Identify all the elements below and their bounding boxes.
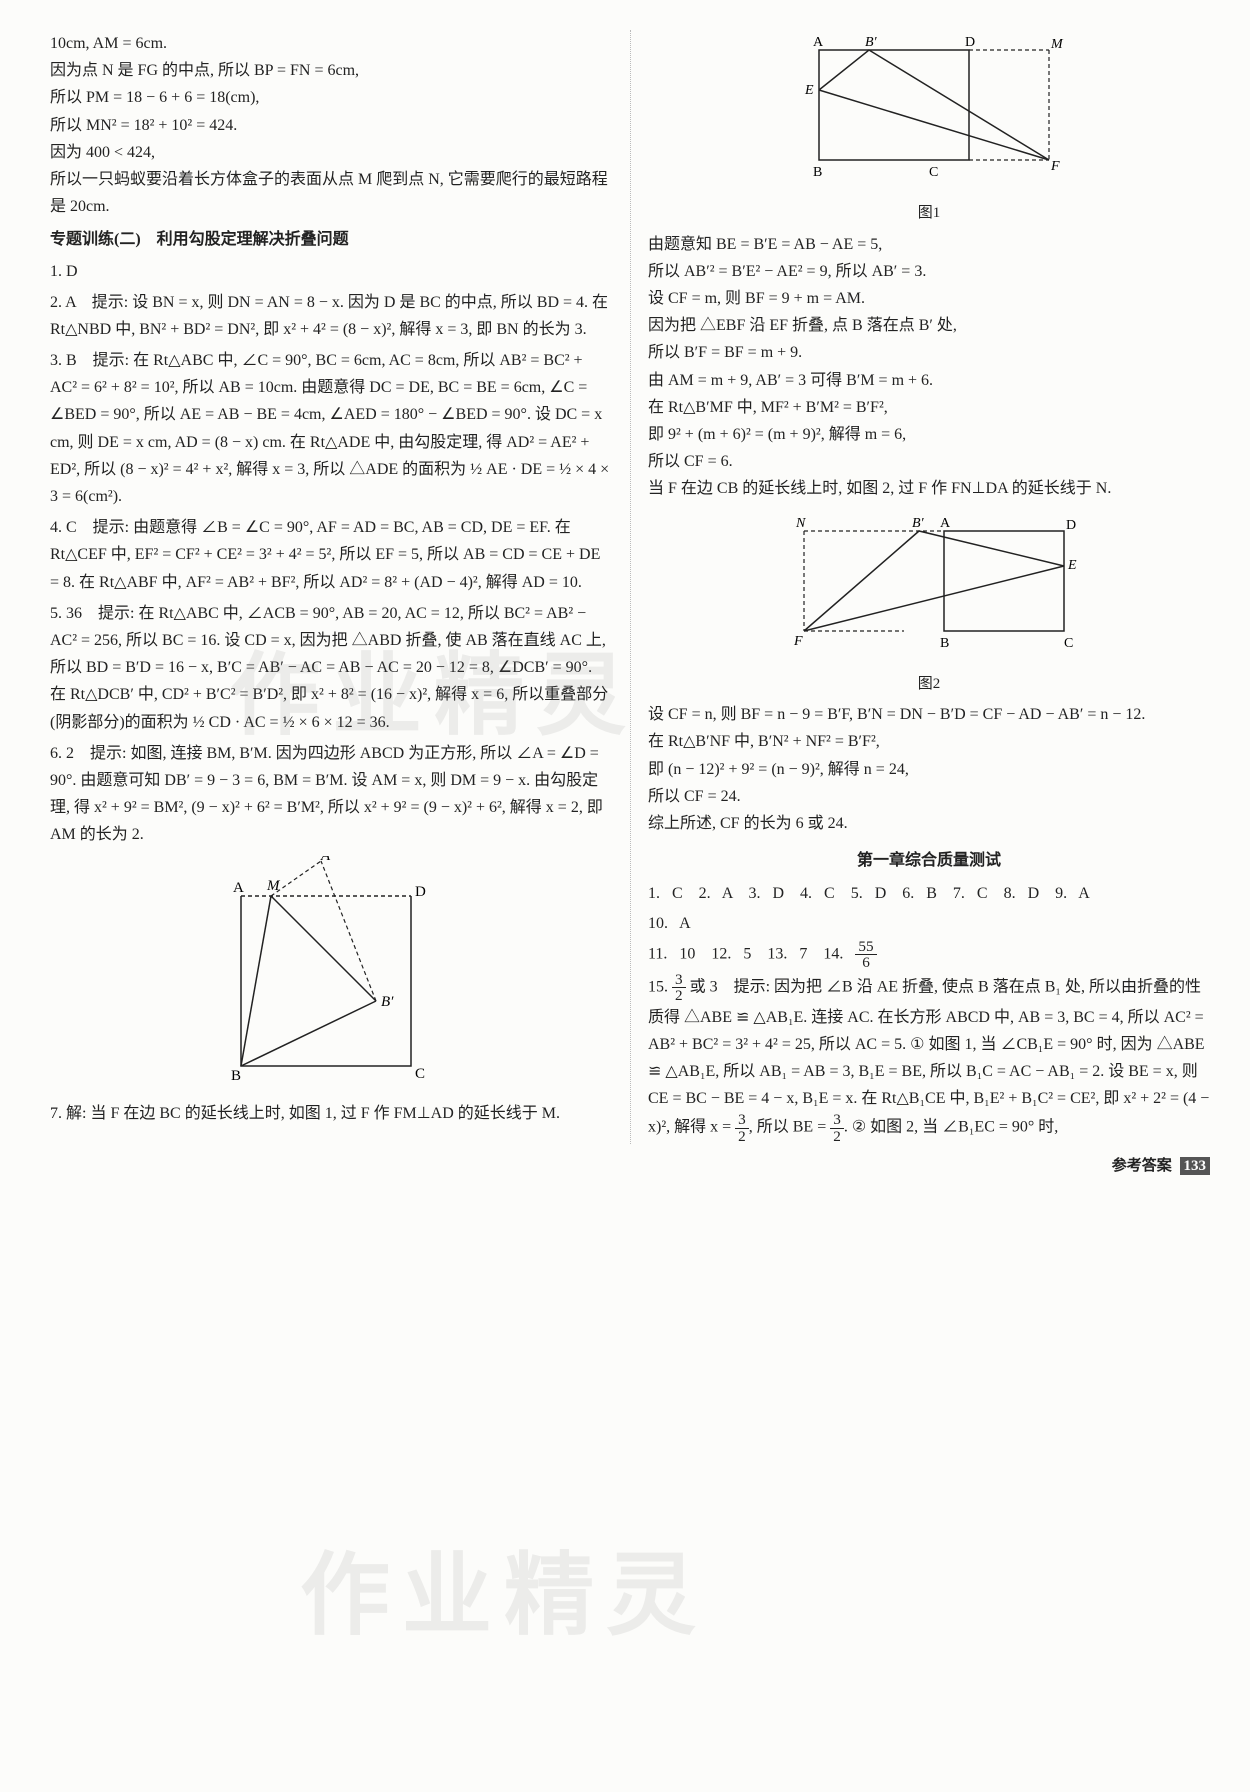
intro-line: 所以 MN² = 18² + 10² = 424. bbox=[50, 112, 612, 139]
svg-text:F: F bbox=[1050, 159, 1060, 174]
chapter-heading: 第一章综合质量测试 bbox=[648, 847, 1210, 874]
line: 当 F 在边 CB 的延长线上时, 如图 2, 过 F 作 FN⊥DA 的延长线… bbox=[648, 475, 1210, 502]
svg-text:M: M bbox=[1050, 37, 1064, 52]
line: 由题意知 BE = B′E = AB − AE = 5, bbox=[648, 231, 1210, 258]
line: 在 Rt△B′MF 中, MF² + B′M² = B′F², bbox=[648, 394, 1210, 421]
intro-line: 因为 400 < 424, bbox=[50, 139, 612, 166]
q1: 1. D bbox=[50, 258, 612, 285]
content-columns: 10cm, AM = 6cm. 因为点 N 是 FG 的中点, 所以 BP = … bbox=[50, 30, 1210, 1144]
q5: 5. 36 提示: 在 Rt△ABC 中, ∠ACB = 90°, AB = 2… bbox=[50, 600, 612, 736]
intro-block: 10cm, AM = 6cm. 因为点 N 是 FG 的中点, 所以 BP = … bbox=[50, 30, 612, 220]
q15-frac3: 32 bbox=[830, 1112, 844, 1143]
svg-text:E: E bbox=[1067, 558, 1077, 573]
line: 所以 CF = 6. bbox=[648, 448, 1210, 475]
q15-frac2: 32 bbox=[735, 1112, 749, 1143]
fig1-caption: 图1 bbox=[648, 201, 1210, 227]
answers-row3: 11. 10 12. 5 13. 7 14. 556 bbox=[648, 939, 1210, 970]
q15-body: 或 3 提示: 因为把 ∠B 沿 AE 折叠, 使点 B 落在点 B₁ 处, 所… bbox=[648, 979, 1209, 1136]
svg-text:B′: B′ bbox=[381, 994, 394, 1010]
svg-text:E: E bbox=[804, 83, 814, 98]
line: 所以 AB′² = B′E² − AE² = 9, 所以 AB′ = 3. bbox=[648, 258, 1210, 285]
q7-body2: 设 CF = n, 则 BF = n − 9 = B′F, B′N = DN −… bbox=[648, 701, 1210, 837]
line: 设 CF = m, 则 BF = 9 + m = AM. bbox=[648, 285, 1210, 312]
svg-text:F: F bbox=[793, 634, 803, 649]
answers-row3-text: 11. 10 12. 5 13. 7 14. bbox=[648, 945, 855, 962]
svg-text:C: C bbox=[1064, 636, 1073, 651]
line: 所以 B′F = BF = m + 9. bbox=[648, 339, 1210, 366]
line: 即 9² + (m + 6)² = (m + 9)², 解得 m = 6, bbox=[648, 421, 1210, 448]
q2: 2. A 提示: 设 BN = x, 则 DN = AN = 8 − x. 因为… bbox=[50, 289, 612, 343]
figure-1: A B′ D M E B C F 图1 bbox=[648, 30, 1210, 227]
watermark-2: 作业精灵 bbox=[300, 1520, 708, 1673]
svg-text:D: D bbox=[1066, 518, 1076, 533]
q3: 3. B 提示: 在 Rt△ABC 中, ∠C = 90°, BC = 6cm,… bbox=[50, 347, 612, 510]
svg-text:N: N bbox=[795, 516, 806, 531]
page-footer: 参考答案 133 bbox=[1112, 1154, 1210, 1180]
svg-text:B: B bbox=[813, 165, 822, 180]
footer-label: 参考答案 bbox=[1112, 1158, 1172, 1174]
answers-row2: 10. A bbox=[648, 910, 1210, 937]
svg-text:C: C bbox=[929, 165, 938, 180]
intro-line: 所以 PM = 18 − 6 + 6 = 18(cm), bbox=[50, 84, 612, 111]
topic-heading: 专题训练(二) 利用勾股定理解决折叠问题 bbox=[50, 226, 612, 253]
intro-line: 所以一只蚂蚁要沿着长方体盒子的表面从点 M 爬到点 N, 它需要爬行的最短路程是… bbox=[50, 166, 612, 220]
intro-line: 10cm, AM = 6cm. bbox=[50, 30, 612, 57]
figure-2: N B′ A D E F B C 图2 bbox=[648, 511, 1210, 698]
svg-text:M: M bbox=[266, 878, 281, 894]
line: 在 Rt△B′NF 中, B′N² + NF² = B′F², bbox=[648, 728, 1210, 755]
fig2-caption: 图2 bbox=[648, 672, 1210, 698]
svg-text:B: B bbox=[231, 1068, 241, 1084]
svg-text:D: D bbox=[415, 884, 426, 900]
figure-q6: A M A′ D B C B′ bbox=[50, 856, 612, 1095]
svg-text:A′: A′ bbox=[320, 856, 334, 864]
q15-tail2: . ② 如图 2, 当 ∠B₁EC = 90° 时, bbox=[844, 1119, 1058, 1136]
q7-body1: 由题意知 BE = B′E = AB − AE = 5, 所以 AB′² = B… bbox=[648, 231, 1210, 503]
q15-frac1: 32 bbox=[672, 972, 686, 1003]
svg-text:B: B bbox=[940, 636, 949, 651]
svg-text:D: D bbox=[965, 35, 975, 50]
line: 由 AM = m + 9, AB′ = 3 可得 B′M = m + 6. bbox=[648, 367, 1210, 394]
svg-text:A: A bbox=[233, 880, 244, 896]
frac-14: 556 bbox=[855, 939, 876, 970]
svg-text:B′: B′ bbox=[912, 516, 925, 531]
svg-text:A: A bbox=[813, 35, 824, 50]
line: 设 CF = n, 则 BF = n − 9 = B′F, B′N = DN −… bbox=[648, 701, 1210, 728]
q4: 4. C 提示: 由题意得 ∠B = ∠C = 90°, AF = AD = B… bbox=[50, 514, 612, 596]
line: 综上所述, CF 的长为 6 或 24. bbox=[648, 810, 1210, 837]
q15-tail1: , 所以 BE = bbox=[749, 1119, 830, 1136]
line: 因为把 △EBF 沿 EF 折叠, 点 B 落在点 B′ 处, bbox=[648, 312, 1210, 339]
q15-prefix: 15. bbox=[648, 979, 672, 996]
line: 所以 CF = 24. bbox=[648, 783, 1210, 810]
svg-text:C: C bbox=[415, 1066, 425, 1082]
q15: 15. 32 或 3 提示: 因为把 ∠B 沿 AE 折叠, 使点 B 落在点 … bbox=[648, 972, 1210, 1144]
answers-row1: 1. C 2. A 3. D 4. C 5. D 6. B 7. C 8. D … bbox=[648, 880, 1210, 907]
svg-text:B′: B′ bbox=[865, 35, 878, 50]
page-number: 133 bbox=[1180, 1157, 1211, 1175]
intro-line: 因为点 N 是 FG 的中点, 所以 BP = FN = 6cm, bbox=[50, 57, 612, 84]
svg-text:A: A bbox=[940, 516, 951, 531]
q7-intro: 7. 解: 当 F 在边 BC 的延长线上时, 如图 1, 过 F 作 FM⊥A… bbox=[50, 1100, 612, 1127]
line: 即 (n − 12)² + 9² = (n − 9)², 解得 n = 24, bbox=[648, 756, 1210, 783]
q6: 6. 2 提示: 如图, 连接 BM, B′M. 因为四边形 ABCD 为正方形… bbox=[50, 740, 612, 849]
